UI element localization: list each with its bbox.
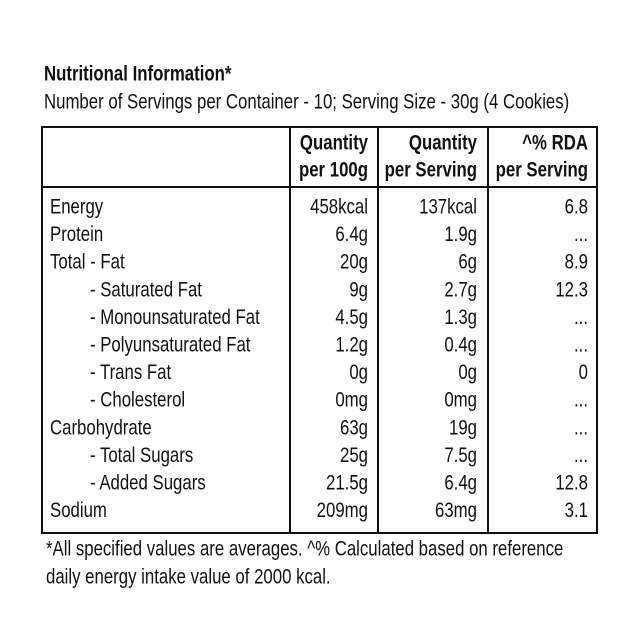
cell: 63g xyxy=(340,417,368,440)
cell: 63mg xyxy=(435,499,477,522)
cell: ... xyxy=(574,306,588,329)
cell: 8.9 xyxy=(565,251,588,274)
cell: 20g xyxy=(340,251,368,274)
column-header: per 100g xyxy=(299,159,368,182)
cell: 25g xyxy=(340,444,368,467)
cell: 0g xyxy=(458,361,477,384)
cell: 458kcal xyxy=(310,196,368,219)
cell: 7.5g xyxy=(444,444,477,467)
cell: 3.1 xyxy=(565,499,588,522)
cell: 19g xyxy=(449,417,477,440)
column-header: Quantity xyxy=(300,132,368,155)
cell: 6.8 xyxy=(565,196,588,219)
cell: 137kcal xyxy=(419,196,477,219)
row-label: - Polyunsaturated Fat xyxy=(90,334,251,357)
cell: ... xyxy=(574,444,588,467)
cell: 6.4g xyxy=(335,223,368,246)
row-label: - Total Sugars xyxy=(90,444,193,467)
cell: 1.3g xyxy=(444,306,477,329)
cell: 12.3 xyxy=(555,279,588,302)
cell: 0mg xyxy=(335,389,368,412)
cell: 1.2g xyxy=(335,334,368,357)
cell: 1.9g xyxy=(444,223,477,246)
row-label: Total - Fat xyxy=(50,251,125,274)
row-label: Protein xyxy=(50,223,103,246)
cell: 6g xyxy=(458,251,477,274)
cell: 4.5g xyxy=(335,306,368,329)
column-header: per Serving xyxy=(496,159,588,182)
row-label: Energy xyxy=(50,196,104,219)
column-header: Quantity xyxy=(409,132,477,155)
row-label: - Cholesterol xyxy=(90,389,185,412)
cell: 21.5g xyxy=(326,472,368,495)
cell: ... xyxy=(574,417,588,440)
footnote: *All specified values are averages. ^% C… xyxy=(46,538,563,561)
table-frame xyxy=(41,126,598,534)
subtitle: Number of Servings per Container - 10; S… xyxy=(44,91,569,114)
cell: 9g xyxy=(349,279,368,302)
footnote: daily energy intake value of 2000 kcal. xyxy=(46,566,331,589)
cell: 209mg xyxy=(317,499,368,522)
cell: 0.4g xyxy=(444,334,477,357)
cell: 0 xyxy=(579,361,588,384)
row-label: - Added Sugars xyxy=(90,472,206,495)
cell: ... xyxy=(574,334,588,357)
row-label: - Trans Fat xyxy=(90,361,172,384)
cell: ... xyxy=(574,223,588,246)
title: Nutritional Information* xyxy=(44,63,232,86)
cell: 0g xyxy=(349,361,368,384)
cell: ... xyxy=(574,389,588,412)
cell: 12.8 xyxy=(555,472,588,495)
row-label: - Saturated Fat xyxy=(90,279,203,302)
row-label: - Monounsaturated Fat xyxy=(90,306,260,329)
cell: 6.4g xyxy=(444,472,477,495)
column-header: per Serving xyxy=(385,159,477,182)
cell: 2.7g xyxy=(444,279,477,302)
column-header: ^% RDA xyxy=(522,132,588,155)
cell: 0mg xyxy=(444,389,477,412)
row-label: Sodium xyxy=(50,499,107,522)
row-label: Carbohydrate xyxy=(50,417,152,440)
